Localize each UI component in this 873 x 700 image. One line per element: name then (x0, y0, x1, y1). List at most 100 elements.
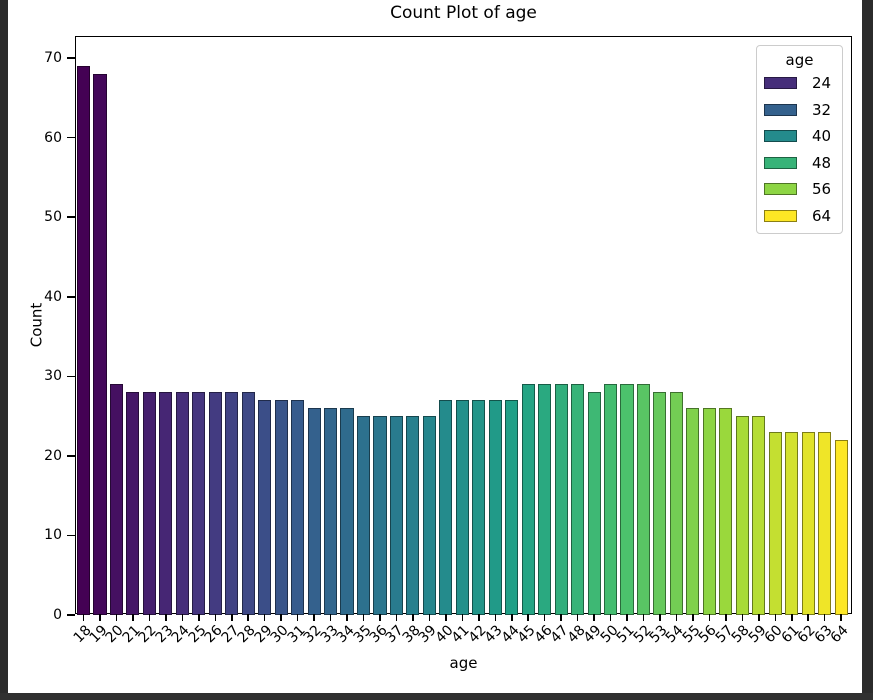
bar-age-53 (653, 392, 667, 615)
bar-age-51 (620, 384, 634, 615)
legend-entry-label: 56 (812, 180, 832, 198)
x-tick-mark (82, 613, 85, 621)
y-tick-label: 0 (53, 607, 62, 623)
x-tick-mark (626, 613, 628, 621)
legend-entry-label: 24 (812, 74, 832, 92)
bar-age-60 (768, 432, 782, 615)
y-tick-label: 70 (44, 50, 62, 66)
bar-age-22 (142, 392, 156, 615)
x-tick-mark (165, 613, 167, 621)
x-tick-mark (725, 613, 727, 621)
legend-swatch (764, 103, 797, 116)
x-tick-mark (840, 613, 842, 621)
bar-age-33 (323, 408, 338, 615)
legend-entry-label: 64 (812, 206, 832, 225)
bar-age-38 (406, 416, 420, 615)
bar-age-36 (373, 416, 387, 615)
x-tick-mark (412, 613, 414, 621)
x-tick-mark (593, 613, 595, 621)
y-tick-label: 60 (44, 129, 62, 146)
bar-age-39 (422, 416, 436, 615)
y-tick-label: 30 (44, 368, 62, 385)
bar-age-62 (801, 432, 815, 615)
legend-item: 64 (764, 206, 842, 225)
x-tick-mark (148, 613, 151, 621)
bar-age-35 (356, 416, 371, 615)
x-tick-mark (214, 613, 216, 621)
x-tick-mark (428, 613, 431, 621)
x-tick-mark (313, 613, 315, 621)
bar-age-47 (554, 384, 568, 615)
x-tick-mark (99, 613, 101, 621)
x-tick-mark (527, 613, 529, 621)
bar-age-64 (834, 439, 848, 615)
y-tick-mark (67, 375, 75, 377)
x-tick-mark (708, 613, 711, 621)
bar-age-52 (636, 384, 651, 615)
bar-age-45 (521, 384, 535, 615)
bar-age-43 (488, 400, 502, 615)
y-tick-label: 20 (44, 447, 62, 464)
legend-entry-label: 48 (812, 153, 832, 172)
legend-item: 56 (764, 180, 842, 198)
bar-age-31 (291, 400, 305, 615)
x-tick-mark (758, 613, 760, 621)
legend-swatch (764, 209, 797, 222)
x-tick-mark (346, 613, 348, 621)
bar-age-28 (241, 392, 255, 615)
y-tick-mark (67, 614, 75, 616)
bar-age-26 (208, 392, 222, 615)
x-tick-mark (263, 613, 266, 621)
bar-age-61 (785, 432, 799, 615)
legend-title: age (785, 51, 814, 69)
x-tick-mark (362, 613, 365, 621)
y-tick-mark (67, 136, 75, 139)
x-tick-mark (791, 613, 793, 621)
x-tick-mark (280, 613, 282, 621)
y-tick-mark (67, 534, 75, 537)
bar-age-25 (192, 392, 206, 615)
bar-age-42 (472, 400, 486, 615)
bar-age-56 (702, 408, 716, 615)
legend-item: 40 (764, 127, 842, 145)
bar-age-63 (818, 432, 832, 615)
legend-swatch (764, 183, 797, 195)
x-tick-mark (115, 613, 118, 621)
bar-age-57 (719, 408, 733, 615)
bar-age-23 (159, 392, 173, 615)
x-tick-mark (296, 613, 299, 621)
y-tick-label: 10 (44, 527, 62, 544)
x-tick-mark (823, 613, 826, 621)
bar-age-32 (307, 408, 321, 615)
bar-age-55 (686, 408, 700, 615)
bar-age-44 (505, 400, 519, 615)
legend-item: 24 (764, 74, 842, 92)
x-tick-mark (543, 613, 546, 621)
y-tick-label: 50 (44, 209, 62, 226)
x-axis-label: age (449, 654, 478, 672)
x-tick-mark (445, 613, 447, 621)
bar-age-30 (274, 400, 288, 615)
x-tick-mark (675, 613, 678, 621)
legend: age 24 32 40 48 56 64 (756, 45, 843, 234)
x-tick-mark (741, 613, 743, 621)
x-tick-mark (494, 613, 496, 621)
legend-swatch (764, 156, 797, 169)
legend-entry-label: 40 (812, 127, 832, 145)
bar-age-24 (175, 392, 189, 615)
bar-age-41 (455, 400, 469, 615)
x-tick-mark (247, 613, 249, 621)
y-tick-mark (67, 216, 75, 218)
bar-age-37 (389, 416, 403, 615)
x-tick-mark (659, 613, 661, 621)
x-tick-mark (461, 613, 464, 621)
bar-age-49 (587, 392, 601, 615)
chart-title: Count Plot of age (390, 3, 537, 23)
legend-entry-label: 32 (812, 100, 832, 119)
plot-area: 0 10 20 30 40 50 60 70 18 19 20 21 22 23 24 25 26 27 28 29… (27, 36, 852, 672)
x-tick-label: 64 (827, 622, 852, 647)
x-tick-mark (560, 613, 562, 621)
bar-age-18 (76, 66, 91, 615)
x-tick-mark (511, 613, 513, 621)
x-tick-mark (576, 613, 579, 621)
